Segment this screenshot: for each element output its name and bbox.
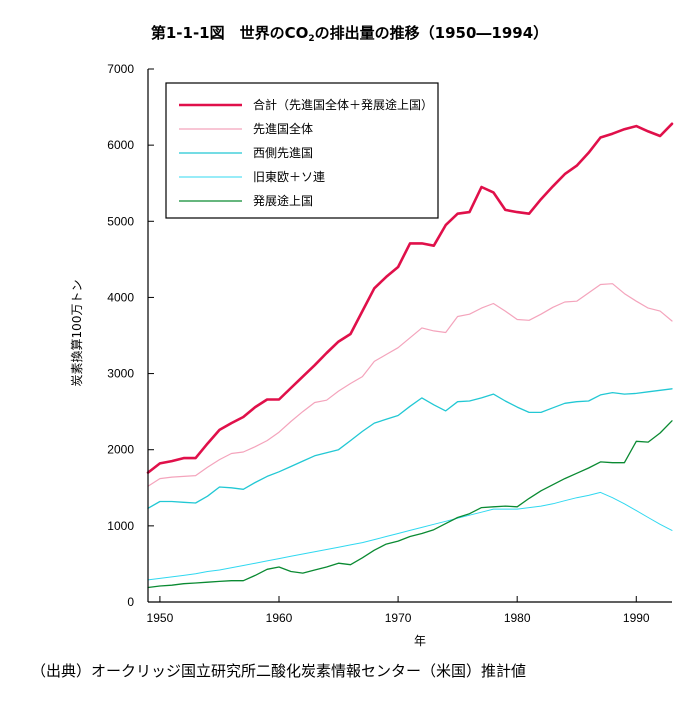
y-tick-label: 5000 bbox=[107, 214, 134, 228]
chart-title: 第1-1-1図 世界のCO2の排出量の推移（1950―1994） bbox=[150, 24, 549, 44]
y-tick-label: 2000 bbox=[107, 443, 134, 457]
x-tick-label: 1950 bbox=[147, 611, 174, 625]
source-note: （出典）オークリッジ国立研究所二酸化炭素情報センター（米国）推計値 bbox=[31, 662, 527, 680]
x-tick-label: 1970 bbox=[385, 611, 412, 625]
y-tick-label: 4000 bbox=[107, 290, 134, 304]
x-axis-title: 年 bbox=[414, 634, 426, 648]
series-layer bbox=[146, 122, 674, 589]
x-tick-label: 1980 bbox=[504, 611, 531, 625]
series-line-4 bbox=[147, 491, 673, 581]
y-tick-label: 7000 bbox=[107, 62, 134, 76]
x-tick-label: 1990 bbox=[623, 611, 650, 625]
y-tick-label: 6000 bbox=[107, 138, 134, 152]
x-tick-label: 1960 bbox=[266, 611, 293, 625]
legend-label-2: 先進国全体 bbox=[253, 121, 313, 136]
y-tick-label: 3000 bbox=[107, 367, 134, 381]
series-line-1 bbox=[146, 122, 674, 474]
legend-label-1: 合計（先進国全体＋発展途上国） bbox=[253, 97, 433, 112]
series-line-2 bbox=[147, 283, 673, 487]
series-line-3 bbox=[147, 388, 673, 509]
axes-layer: 0 1000 2000 3000 4000 5000 6000 7000 1950 1960 197… bbox=[69, 62, 672, 648]
series-line-5 bbox=[147, 420, 673, 589]
legend-label-4: 旧東欧＋ソ連 bbox=[253, 170, 325, 184]
y-axis-title: 炭素換算100万トン bbox=[69, 280, 84, 387]
y-tick-label: 1000 bbox=[107, 519, 134, 533]
legend-label-3: 西側先進国 bbox=[253, 146, 313, 160]
y-tick-label: 0 bbox=[127, 595, 134, 609]
legend-label-5: 発展途上国 bbox=[253, 193, 313, 208]
